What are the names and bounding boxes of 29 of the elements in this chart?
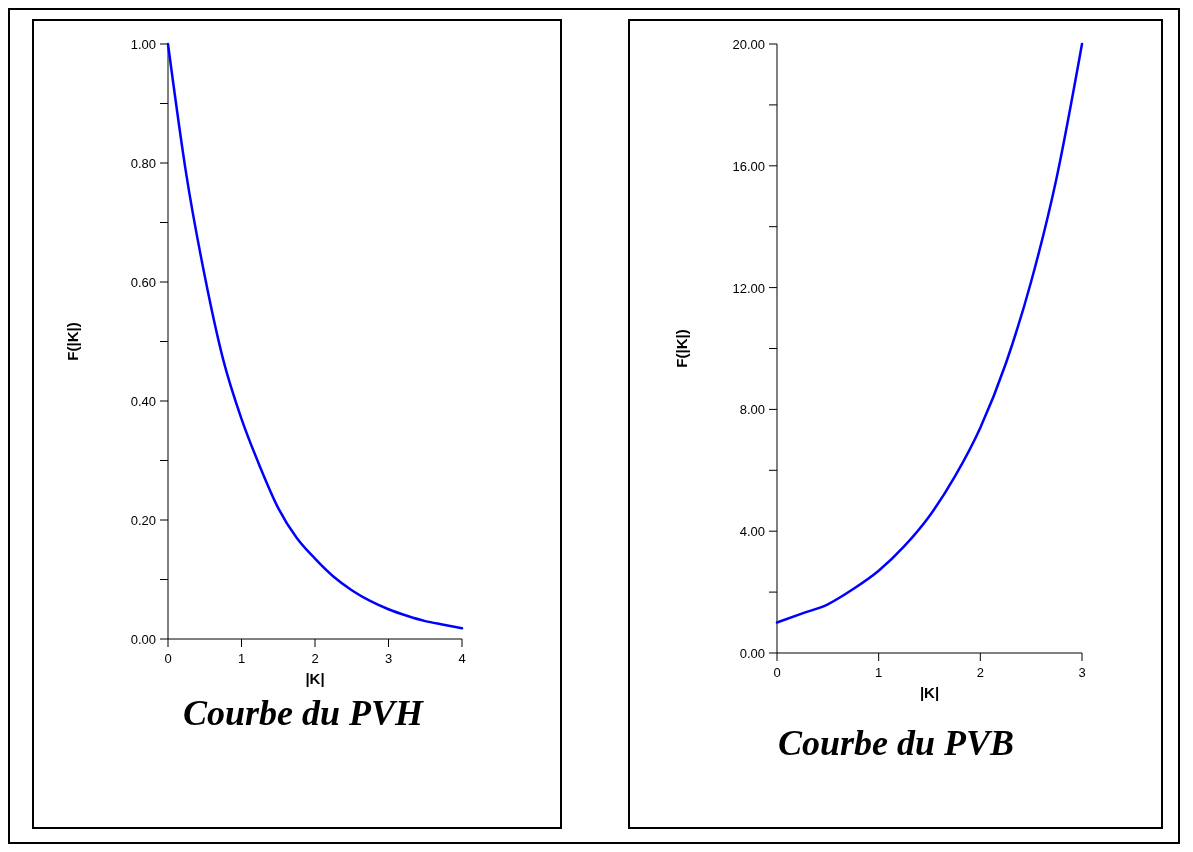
x-tick-label: 1 <box>875 665 883 680</box>
y-tick-label: 0.20 <box>130 513 156 528</box>
y-tick-label: 0.80 <box>130 156 156 171</box>
y-tick-label: 1.00 <box>130 37 156 52</box>
line-series <box>166 42 464 630</box>
y-tick-label: 8.00 <box>739 402 765 418</box>
text: Courbe du PVH <box>182 693 425 733</box>
x-axis-title: |K| <box>919 684 940 701</box>
y-axis-title: F(|K|) <box>64 322 81 361</box>
y-tick-label: 4.00 <box>739 524 765 540</box>
x-tick-label: 0 <box>773 665 781 680</box>
y-tick-label: 0.40 <box>130 394 156 409</box>
y-tick-label: 16.00 <box>732 158 765 174</box>
y-tick-label: 0.60 <box>130 275 156 290</box>
x-tick-label: 0 <box>164 651 172 666</box>
x-tick-label: 3 <box>384 651 393 666</box>
y-axis-title: F(|K|) <box>673 329 690 368</box>
x-tick-label: 2 <box>976 665 984 680</box>
x-tick-label: 2 <box>311 651 319 666</box>
x-tick-label: 1 <box>237 651 246 666</box>
text: Courbe du PVB <box>777 723 1015 763</box>
x-axis-title: |K| <box>305 670 325 687</box>
y-tick-label: 20.00 <box>732 37 765 52</box>
y-tick-label: 12.00 <box>732 280 765 296</box>
line-series <box>775 42 1084 624</box>
y-tick-label: 0.00 <box>739 646 765 661</box>
x-tick-label: 3 <box>1078 665 1086 680</box>
y-tick-label: 0.00 <box>130 632 156 647</box>
x-tick-label: 4 <box>458 651 466 666</box>
